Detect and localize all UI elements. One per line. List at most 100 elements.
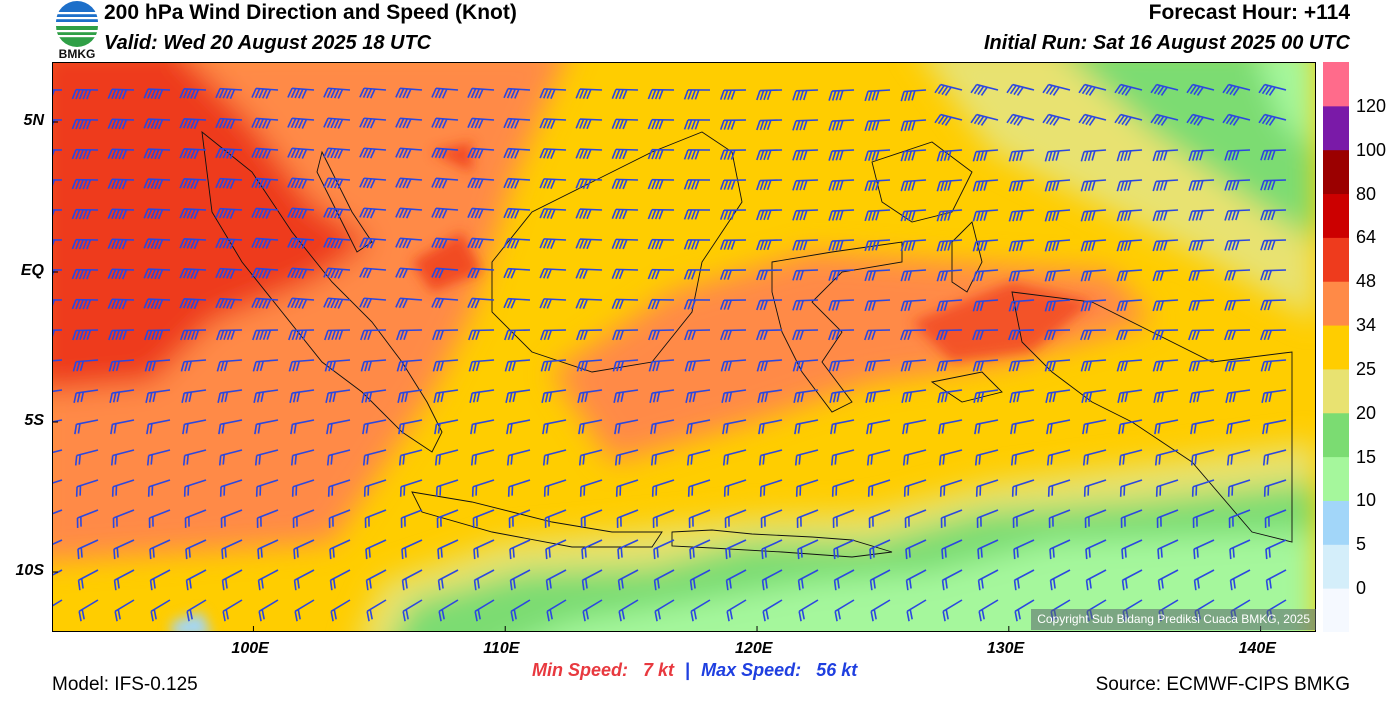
wind-barb — [1224, 269, 1251, 281]
wind-barb — [828, 209, 855, 221]
wind-barb — [833, 539, 855, 560]
wind-barb — [864, 149, 891, 162]
wind-barb — [1049, 539, 1071, 560]
wind-barb — [1085, 539, 1107, 560]
colorbar-swatch — [1323, 105, 1349, 151]
wind-barb — [251, 177, 279, 189]
speed-summary: Min Speed: 7 kt | Max Speed: 56 kt — [532, 660, 857, 681]
wind-barb — [1262, 449, 1287, 466]
wind-barb — [469, 389, 495, 403]
wind-barb — [395, 267, 423, 279]
wind-barb — [1189, 389, 1215, 403]
wind-barb — [1224, 179, 1251, 191]
wind-barb — [72, 329, 99, 341]
max-speed-label: Max Speed: — [701, 660, 802, 680]
wind-barb — [936, 269, 963, 282]
wind-barb — [900, 269, 927, 282]
wind-barb — [52, 389, 63, 393]
wind-barb — [1114, 113, 1143, 126]
wind-barb — [575, 88, 603, 100]
wind-barb — [1085, 569, 1107, 591]
wind-barb — [1191, 479, 1215, 497]
wind-barb — [1262, 419, 1287, 435]
wind-barb — [942, 599, 963, 622]
wind-barb — [1152, 299, 1179, 312]
wind-barb — [1011, 479, 1035, 497]
wind-barb — [1080, 359, 1107, 372]
wind-barb — [293, 539, 315, 560]
wind-barb — [398, 449, 423, 466]
wind-barb — [287, 207, 315, 219]
wind-barb — [974, 449, 999, 466]
colorbar-swatch — [1323, 62, 1349, 107]
wind-barb — [1047, 479, 1071, 497]
wind-barb — [797, 569, 819, 591]
wind-barb — [107, 88, 135, 100]
wind-barb — [74, 419, 99, 435]
wind-barb — [977, 539, 999, 560]
wind-barb — [360, 329, 387, 341]
wind-barb — [613, 389, 639, 403]
wind-barb — [794, 449, 819, 466]
wind-barb — [937, 389, 963, 403]
colorbar-label: 64 — [1356, 227, 1377, 248]
wind-barb — [651, 479, 675, 497]
wind-barb — [972, 299, 999, 312]
wind-barb — [578, 449, 603, 466]
wind-barb — [1042, 113, 1071, 126]
wind-barb — [1081, 389, 1107, 403]
wind-barb — [795, 479, 819, 497]
wind-barb — [758, 449, 783, 466]
wind-barb — [940, 509, 963, 528]
wind-barb — [720, 329, 747, 341]
wind-barb — [690, 599, 711, 622]
wind-barb — [900, 179, 927, 192]
wind-barb — [251, 267, 279, 279]
wind-barb — [941, 539, 963, 560]
wind-barb — [1193, 539, 1215, 560]
wind-speed-shading — [52, 62, 1316, 632]
wind-barb — [1188, 209, 1215, 222]
wind-barb — [761, 539, 783, 560]
wind-barb — [1008, 299, 1035, 312]
wind-barb — [288, 329, 315, 341]
map-frame — [52, 62, 1316, 632]
colorbar-swatch — [1323, 281, 1349, 326]
wind-barb — [828, 359, 855, 372]
wind-barb — [107, 208, 135, 220]
wind-barb — [900, 89, 927, 102]
wind-barb — [612, 359, 639, 372]
wind-barb — [614, 449, 639, 466]
wind-barb — [107, 118, 135, 130]
wind-barb — [576, 329, 603, 341]
colorbar-swatch — [1323, 325, 1349, 370]
wind-barb — [938, 419, 963, 435]
wind-barb — [938, 449, 963, 466]
wind-barb — [1078, 113, 1107, 126]
wind-barb — [723, 479, 747, 497]
wind-speed-map — [52, 62, 1316, 632]
wind-barb — [936, 329, 963, 341]
wind-barb — [798, 599, 819, 622]
wind-barb — [1116, 299, 1143, 312]
wind-barb — [467, 87, 495, 99]
wind-barb — [1190, 449, 1215, 466]
initial-run: Initial Run: Sat 16 August 2025 00 UTC — [983, 32, 1350, 54]
wind-barb — [1008, 179, 1035, 192]
wind-barb — [395, 297, 423, 309]
wind-barb — [467, 117, 495, 129]
colorbar-swatch — [1323, 588, 1349, 632]
wind-barb — [179, 88, 207, 100]
wind-barb — [689, 539, 711, 560]
wind-barb — [503, 237, 531, 249]
wind-barb — [431, 177, 459, 189]
wind-barb — [327, 479, 351, 497]
colorbar-label: 34 — [1356, 315, 1377, 336]
wind-barb — [146, 449, 171, 466]
wind-barb — [650, 419, 675, 435]
wind-barb — [432, 329, 459, 341]
wind-barb — [792, 149, 819, 161]
wind-barb — [542, 449, 567, 466]
wind-barb — [113, 569, 135, 591]
wind-barb — [365, 569, 387, 591]
